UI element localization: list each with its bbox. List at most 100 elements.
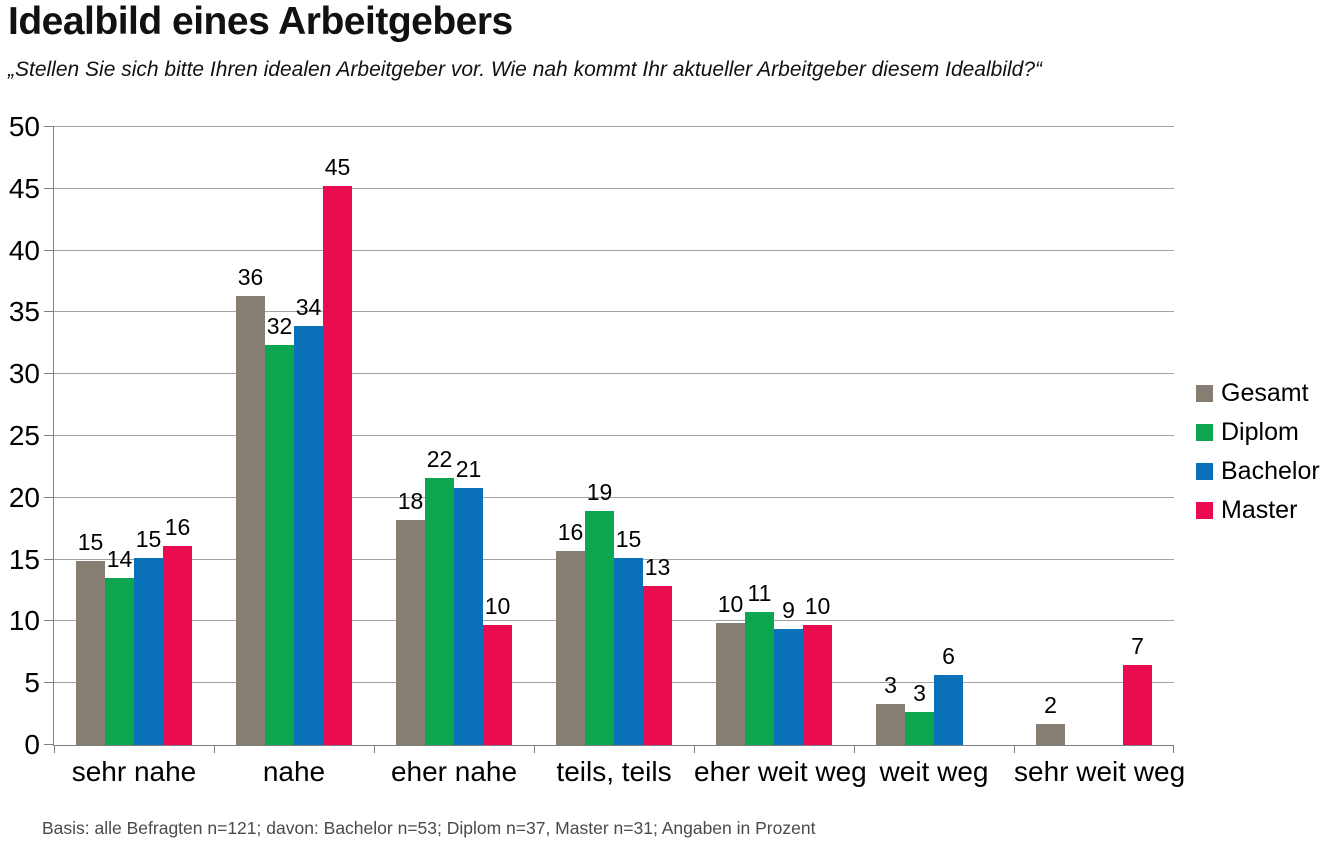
y-axis-label-45: 45 xyxy=(8,172,40,204)
x-axis-label-2: nahe xyxy=(262,756,326,787)
value-label-diplom-2: 32 xyxy=(266,312,293,339)
legend-item-gesamt: Gesamt xyxy=(1196,374,1320,413)
y-axis-label-25: 25 xyxy=(8,420,40,451)
legend-item-bachelor: Bachelor xyxy=(1196,452,1320,491)
bar-diplom-6 xyxy=(905,711,934,745)
x-axis-tick-4 xyxy=(694,745,695,753)
bar-chart-plot-area: 0 5 10 15 20 25 30 35 40 45 50 sehr nahe nahe eher na… xyxy=(9,112,1185,788)
bar-diplom-3 xyxy=(425,478,454,745)
x-axis-tick-7 xyxy=(1173,745,1174,753)
bar-bachelor-5 xyxy=(774,628,803,745)
bar-gesamt-7 xyxy=(1036,724,1065,745)
legend-label: Master xyxy=(1221,496,1298,524)
value-label-master-3: 10 xyxy=(484,593,511,620)
chart-legend: Gesamt Diplom Bachelor Master xyxy=(1196,374,1320,530)
value-label-master-1: 16 xyxy=(164,514,191,541)
legend-swatch-icon xyxy=(1196,502,1213,519)
legend-label: Diplom xyxy=(1221,418,1299,446)
x-axis-tick-2 xyxy=(374,745,375,753)
y-gridline-45 xyxy=(54,187,1174,189)
y-gridline-40 xyxy=(54,249,1174,251)
y-axis-label-50: 50 xyxy=(8,111,40,142)
value-label-bachelor-4: 15 xyxy=(615,526,642,553)
x-axis-tick-5 xyxy=(854,745,855,753)
bar-master-3 xyxy=(483,625,512,745)
bar-gesamt-6 xyxy=(876,704,905,745)
bar-bachelor-1 xyxy=(134,558,163,745)
value-label-bachelor-5: 9 xyxy=(782,596,795,623)
bar-bachelor-6 xyxy=(934,674,963,745)
y-axis-tick-20 xyxy=(44,496,54,498)
legend-item-diplom: Diplom xyxy=(1196,413,1320,452)
value-label-diplom-6: 3 xyxy=(913,679,926,706)
x-axis-label-7: sehr weit weg xyxy=(1014,756,1186,787)
y-axis-label-5: 5 xyxy=(24,667,40,699)
value-label-gesamt-1: 15 xyxy=(77,528,104,555)
x-axis-label-1: sehr nahe xyxy=(71,756,197,787)
bar-gesamt-2 xyxy=(236,296,265,745)
bar-master-2 xyxy=(323,186,352,745)
bar-bachelor-3 xyxy=(454,487,483,745)
page-title: Idealbild eines Arbeitgebers xyxy=(8,0,513,43)
y-axis-label-20: 20 xyxy=(8,481,40,513)
value-label-gesamt-3: 18 xyxy=(397,488,424,515)
bar-bachelor-4 xyxy=(614,558,643,745)
value-label-gesamt-7: 2 xyxy=(1044,692,1057,718)
bar-gesamt-3 xyxy=(396,520,425,745)
y-axis-label-35: 35 xyxy=(8,296,40,328)
value-label-bachelor-3: 21 xyxy=(455,455,482,482)
y-gridline-20 xyxy=(54,496,1174,498)
value-label-master-2: 45 xyxy=(324,154,351,181)
legend-swatch-icon xyxy=(1196,463,1213,480)
y-axis-label-30: 30 xyxy=(8,358,40,390)
x-axis-tick-3 xyxy=(534,745,535,753)
y-axis-tick-40 xyxy=(44,249,54,251)
bar-gesamt-1 xyxy=(76,560,105,745)
value-label-bachelor-1: 15 xyxy=(135,526,162,553)
y-axis-label-40: 40 xyxy=(8,234,40,266)
bar-diplom-5 xyxy=(745,611,774,745)
bar-master-1 xyxy=(163,546,192,745)
bar-master-7 xyxy=(1123,664,1152,745)
bar-master-4 xyxy=(643,585,672,745)
x-axis-tick-0 xyxy=(54,745,55,753)
bar-master-5 xyxy=(803,625,832,745)
value-label-master-7: 7 xyxy=(1131,632,1144,659)
y-axis-tick-35 xyxy=(44,311,54,313)
value-label-gesamt-2: 36 xyxy=(237,264,264,291)
bar-diplom-4 xyxy=(585,511,614,745)
value-label-gesamt-6: 3 xyxy=(884,672,897,699)
x-axis-label-3: eher nahe xyxy=(390,756,518,787)
bar-diplom-2 xyxy=(265,344,294,745)
y-axis-tick-25 xyxy=(44,435,54,436)
y-axis-label-15: 15 xyxy=(8,543,40,575)
y-axis-tick-5 xyxy=(44,682,54,684)
y-axis-tick-50 xyxy=(44,126,54,127)
y-gridline-35 xyxy=(54,311,1174,313)
x-axis-label-4: teils, teils xyxy=(556,756,672,787)
basis-footnote: Basis: alle Befragten n=121; davon: Bach… xyxy=(42,818,816,838)
x-axis-tick-6 xyxy=(1014,745,1015,753)
y-axis-tick-10 xyxy=(44,620,54,622)
value-label-diplom-1: 14 xyxy=(106,546,133,573)
value-label-bachelor-6: 6 xyxy=(942,642,955,669)
x-axis-tick-1 xyxy=(214,745,215,753)
legend-item-master: Master xyxy=(1196,491,1320,530)
x-axis-label-6: weit weg xyxy=(879,756,989,787)
value-label-gesamt-5: 10 xyxy=(717,590,744,617)
bar-bachelor-2 xyxy=(294,326,323,745)
value-label-bachelor-2: 34 xyxy=(295,294,322,320)
y-gridline-50 xyxy=(54,126,1174,127)
bar-diplom-1 xyxy=(105,578,134,745)
value-label-master-5: 10 xyxy=(804,593,831,620)
y-axis-tick-0 xyxy=(44,744,54,745)
y-gridline-25 xyxy=(54,435,1174,436)
legend-swatch-icon xyxy=(1196,385,1213,402)
y-axis-tick-30 xyxy=(44,373,54,375)
y-axis-label-0: 0 xyxy=(24,729,40,760)
legend-swatch-icon xyxy=(1196,424,1213,441)
x-axis-label-5: eher weit weg xyxy=(694,756,867,787)
y-axis-tick-15 xyxy=(44,558,54,560)
legend-label: Gesamt xyxy=(1221,379,1309,407)
y-axis-label-10: 10 xyxy=(8,605,40,637)
